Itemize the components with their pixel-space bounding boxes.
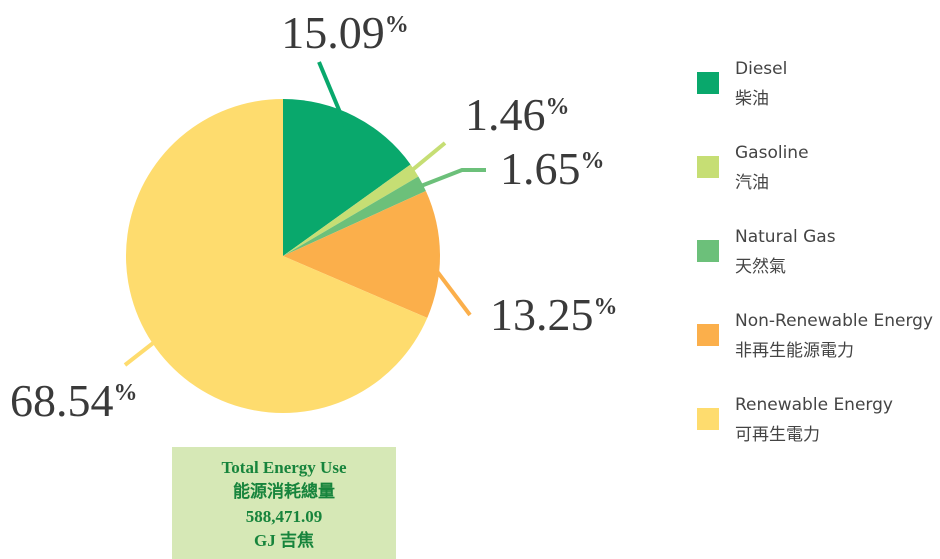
legend-label-zh: 非再生能源電力 (735, 341, 854, 361)
legend-label-zh: 天然氣 (735, 257, 786, 277)
total-box: Total Energy Use 能源消耗總量 588,471.09 GJ 吉焦 (172, 447, 396, 559)
leader-line (400, 141, 447, 181)
legend-label-zh: 可再生電力 (735, 425, 820, 445)
value-label: 1.65% (500, 143, 605, 194)
leader-line (422, 253, 472, 317)
legend-swatch (697, 72, 719, 94)
legend-label: Gasoline (735, 143, 809, 163)
legend-swatch (697, 324, 719, 346)
pie (126, 99, 440, 413)
legend-swatch (697, 240, 719, 262)
legend-label: Renewable Energy (735, 395, 893, 415)
legend-label: Diesel (735, 59, 787, 79)
legend-label: Non-Renewable Energy (735, 311, 933, 331)
total-title-zh: 能源消耗總量 (233, 481, 335, 501)
total-title: Total Energy Use (222, 458, 347, 477)
pie-slice (283, 190, 440, 318)
leader-line (123, 332, 167, 367)
value-label: 1.46% (465, 89, 570, 140)
legend-label-zh: 柴油 (735, 89, 769, 109)
pie-slice (126, 99, 428, 413)
leader-line (317, 61, 350, 132)
pie-slice (283, 164, 419, 256)
total-value: 588,471.09 (246, 507, 323, 526)
legend-label: Natural Gas (735, 227, 836, 247)
pie-slice (283, 99, 411, 256)
legend-swatch (697, 408, 719, 430)
pie-slice (283, 176, 426, 256)
value-label: 15.09% (281, 7, 409, 58)
total-unit: GJ 吉焦 (254, 530, 314, 550)
leader-line (407, 168, 486, 193)
value-label: 13.25% (490, 289, 618, 340)
legend-swatch (697, 156, 719, 178)
legend: Diesel 柴油 Gasoline 汽油 Natural Gas 天然氣 Non-Rene… (697, 59, 933, 445)
total-box-bg (172, 447, 396, 559)
legend-label-zh: 汽油 (735, 173, 769, 193)
value-label: 68.54% (10, 375, 138, 426)
